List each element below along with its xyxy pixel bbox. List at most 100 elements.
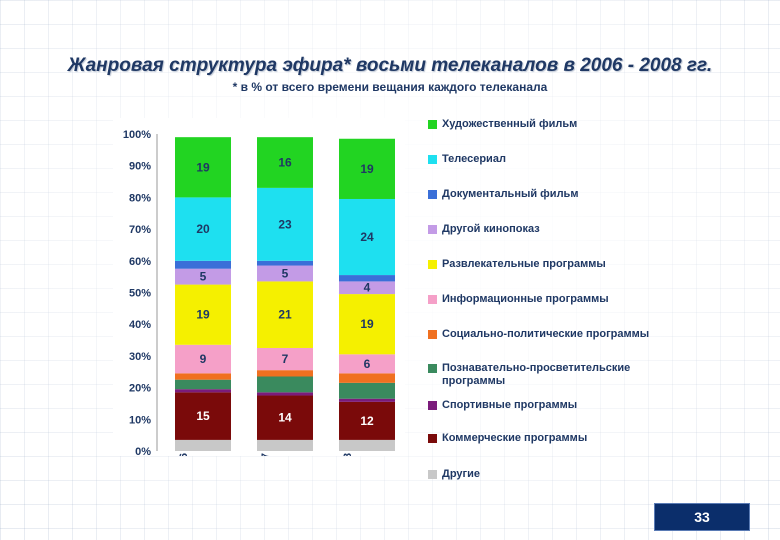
legend-item: Развлекательные программы xyxy=(428,258,606,271)
bar-segment xyxy=(257,395,313,440)
legend-item: Документальный фильм xyxy=(428,188,578,201)
x-category-label: 2007 xyxy=(260,453,272,456)
legend-swatch xyxy=(428,434,437,443)
legend-swatch xyxy=(428,260,437,269)
y-tick-label: 40% xyxy=(129,319,151,331)
data-label: 15 xyxy=(196,409,210,423)
bar-segment xyxy=(339,398,395,402)
data-label: 16 xyxy=(278,156,292,170)
legend-item: Телесериал xyxy=(428,153,506,166)
legend-swatch xyxy=(428,120,437,129)
legend-label: Познавательно-просветительские программы xyxy=(442,362,631,387)
data-label: 6 xyxy=(364,357,371,371)
legend-swatch xyxy=(428,155,437,164)
bar-segment xyxy=(339,354,395,374)
y-tick-label: 0% xyxy=(135,446,151,456)
slide-subtitle: * в % от всего времени вещания каждого т… xyxy=(232,80,548,94)
bar-segment xyxy=(257,376,313,393)
legend-label: Развлекательные программы xyxy=(442,258,606,270)
legend-item: Познавательно-просветительские программы xyxy=(428,362,667,388)
legend-label: Документальный фильм xyxy=(442,188,579,200)
bar-segment xyxy=(339,281,395,295)
bar-segment xyxy=(339,198,395,276)
legend-label: Информационные программы xyxy=(442,293,609,305)
data-label: 5 xyxy=(200,270,207,284)
bar-segment xyxy=(175,439,231,451)
data-label: 5 xyxy=(282,266,289,280)
bar-segment xyxy=(339,382,395,399)
data-label: 9 xyxy=(200,352,207,366)
bar-segment xyxy=(339,138,395,199)
data-label: 12 xyxy=(360,414,374,428)
legend-swatch xyxy=(428,190,437,199)
y-tick-label: 50% xyxy=(129,288,151,300)
data-label: 4 xyxy=(364,281,371,295)
data-label: 19 xyxy=(196,308,210,322)
y-tick-label: 20% xyxy=(129,383,151,395)
legend-label: Художественный фильм xyxy=(442,118,578,130)
data-label: 7 xyxy=(282,352,289,366)
data-label: 19 xyxy=(196,160,210,174)
legend-label: Социально-политические программы xyxy=(442,328,650,340)
y-tick-label: 70% xyxy=(129,224,151,236)
data-label: 21 xyxy=(278,308,292,322)
legend-item: Спортивные программы xyxy=(428,399,577,412)
legend-swatch xyxy=(428,330,437,339)
bar-segment xyxy=(175,373,231,380)
bar-segment xyxy=(175,389,231,393)
legend-label: Коммерческие программы xyxy=(442,432,588,444)
bar-segment xyxy=(175,137,231,198)
data-label: 24 xyxy=(360,230,374,244)
legend-item: Другой кинопоказ xyxy=(428,223,540,236)
bar-segment xyxy=(257,392,313,396)
stacked-bar-chart: 0% 10% 20% 30% 40% 50% 60% 70% 80% 90% 100% 19 20 5 19… xyxy=(123,129,395,456)
y-tick-label: 100% xyxy=(123,129,151,141)
bar-segment xyxy=(175,392,231,440)
legend-item: Другие xyxy=(428,468,480,481)
bar-segment xyxy=(339,294,395,355)
bar-segment xyxy=(257,265,313,282)
x-category-label: 2008 xyxy=(342,453,354,456)
legend-item: Социально-политические программы xyxy=(428,328,649,341)
bar-segment xyxy=(175,284,231,345)
bar-segment xyxy=(257,439,313,451)
bar-segment xyxy=(339,275,395,282)
legend-item: Информационные программы xyxy=(428,293,609,306)
legend-swatch xyxy=(428,470,437,479)
legend-label: Спортивные программы xyxy=(442,399,578,411)
bar-segment xyxy=(175,344,231,374)
bar-segment xyxy=(175,268,231,285)
bar-segment xyxy=(175,260,231,269)
bar-segment xyxy=(175,379,231,390)
data-label: 19 xyxy=(360,162,374,176)
data-label: 23 xyxy=(278,217,292,231)
bar-segment xyxy=(175,197,231,261)
y-tick-label: 30% xyxy=(129,351,151,363)
legend-swatch xyxy=(428,225,437,234)
legend-label: Другой кинопоказ xyxy=(442,223,540,235)
bar-segment xyxy=(257,137,313,188)
y-tick-label: 10% xyxy=(129,414,151,426)
legend-label: Телесериал xyxy=(442,153,506,165)
legend-item: Коммерческие программы xyxy=(428,432,587,445)
bar-segment xyxy=(339,401,395,440)
page-number: 33 xyxy=(654,503,750,531)
slide-title: Жанровая структура эфира* восьми телекан… xyxy=(67,55,713,76)
data-label: 14 xyxy=(278,411,292,425)
bar-segment xyxy=(257,187,313,261)
y-tick-label: 90% xyxy=(129,161,151,173)
y-tick-label: 80% xyxy=(129,192,151,204)
legend-swatch xyxy=(428,295,437,304)
bar-segment xyxy=(339,439,395,451)
legend-label: Другие xyxy=(442,468,480,480)
chart-panel: 0% 10% 20% 30% 40% 50% 60% 70% 80% 90% 100% 19 20 5 19… xyxy=(113,118,405,456)
legend-swatch xyxy=(428,401,437,410)
legend-item: Художественный фильм xyxy=(428,118,577,131)
legend-swatch xyxy=(428,364,437,373)
y-tick-label: 60% xyxy=(129,256,151,268)
bar-segment xyxy=(257,347,313,371)
bar-segment xyxy=(257,281,313,348)
bar-segment xyxy=(339,373,395,383)
data-label: 19 xyxy=(360,317,374,331)
x-category-label: 2006 xyxy=(178,453,190,456)
